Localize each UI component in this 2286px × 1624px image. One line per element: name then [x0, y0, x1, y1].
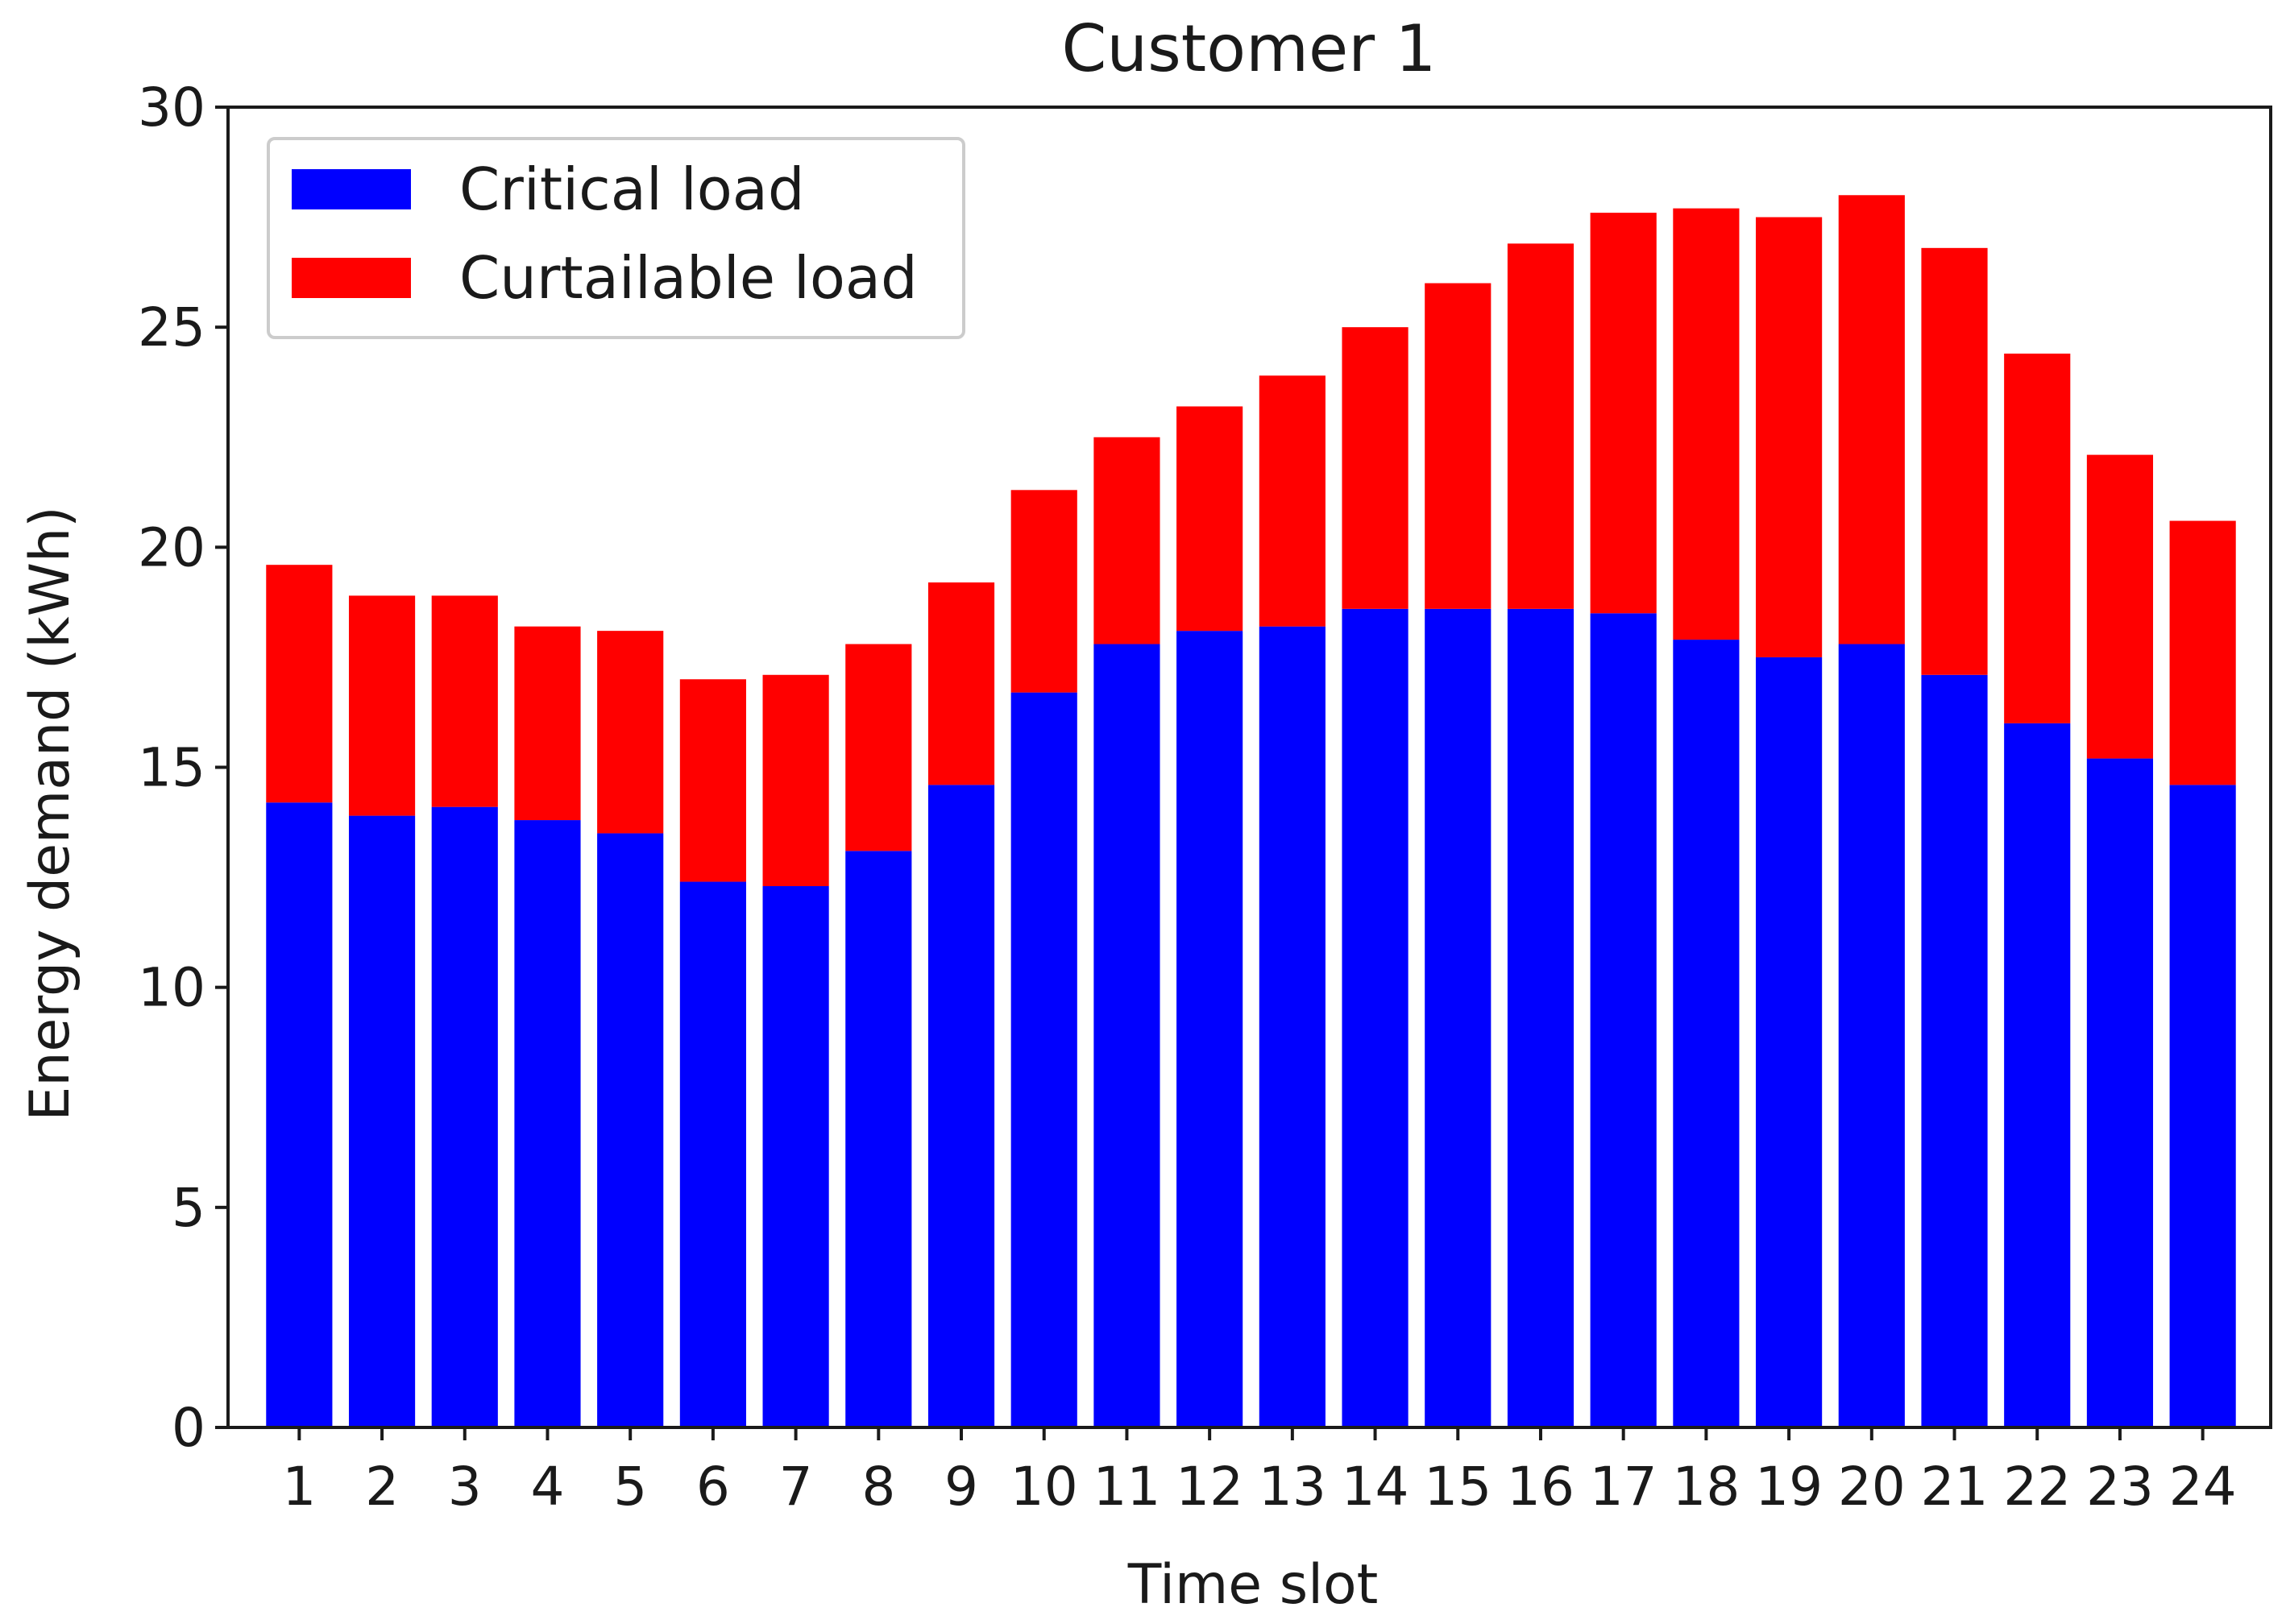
- bar-critical-18: [1673, 640, 1740, 1427]
- bars-layer: [266, 195, 2236, 1427]
- x-tick-label: 21: [1921, 1456, 1989, 1518]
- bar-critical-8: [845, 851, 912, 1427]
- plot-frame: [226, 106, 2272, 1429]
- y-tick-label: 10: [138, 957, 205, 1019]
- bar-critical-5: [597, 833, 664, 1427]
- y-axis-label: Energy demand (kWh): [19, 506, 82, 1121]
- x-tick-label: 4: [530, 1456, 564, 1518]
- bar-critical-2: [348, 815, 416, 1427]
- bar-critical-21: [1921, 674, 1988, 1427]
- y-tick-label: 0: [172, 1397, 205, 1459]
- bar-critical-12: [1176, 631, 1243, 1427]
- bar-critical-17: [1590, 613, 1657, 1427]
- x-tick-label: 10: [1010, 1456, 1078, 1518]
- x-tick-label: 7: [779, 1456, 813, 1518]
- x-tick-label: 19: [1755, 1456, 1823, 1518]
- x-tick-label: 6: [696, 1456, 730, 1518]
- bar-curtailable-1: [266, 565, 333, 803]
- legend-swatch-curtailable: [292, 258, 411, 298]
- x-tick-label: 12: [1176, 1456, 1243, 1518]
- bar-critical-19: [1756, 657, 1823, 1427]
- bar-critical-6: [679, 881, 746, 1427]
- bar-curtailable-8: [845, 644, 912, 851]
- bar-curtailable-2: [348, 595, 416, 816]
- bar-critical-4: [514, 820, 581, 1427]
- bar-critical-23: [2086, 758, 2154, 1427]
- y-tick-label: 5: [172, 1177, 205, 1239]
- bar-curtailable-19: [1756, 217, 1823, 657]
- x-tick-label: 24: [2169, 1456, 2237, 1518]
- legend-label-critical: Critical load: [459, 155, 805, 223]
- bar-critical-24: [2169, 785, 2236, 1427]
- x-tick-label: 9: [944, 1456, 978, 1518]
- x-tick-label: 22: [2003, 1456, 2071, 1518]
- y-tick-label: 30: [138, 77, 205, 139]
- legend-box: [267, 137, 965, 339]
- x-tick-label: 8: [861, 1456, 895, 1518]
- bar-curtailable-9: [927, 582, 995, 785]
- x-tick-label: 5: [613, 1456, 647, 1518]
- bar-critical-13: [1259, 626, 1326, 1427]
- bar-critical-3: [431, 806, 498, 1427]
- bar-curtailable-23: [2086, 454, 2154, 759]
- legend-label-curtailable: Curtailable load: [459, 244, 918, 312]
- bar-curtailable-24: [2169, 520, 2236, 785]
- bar-critical-10: [1010, 692, 1077, 1427]
- bar-curtailable-4: [514, 626, 581, 821]
- x-tick-label: 23: [2086, 1456, 2154, 1518]
- bar-critical-20: [1838, 644, 1905, 1427]
- bar-curtailable-13: [1259, 375, 1326, 627]
- bar-critical-7: [762, 886, 829, 1427]
- x-tick-label: 16: [1507, 1456, 1574, 1518]
- bar-critical-14: [1342, 608, 1409, 1427]
- bar-critical-16: [1507, 608, 1574, 1427]
- bar-critical-1: [266, 802, 333, 1427]
- bar-curtailable-21: [1921, 247, 1988, 675]
- x-axis-label: Time slot: [1127, 1553, 1379, 1617]
- bar-curtailable-16: [1507, 243, 1574, 609]
- bar-curtailable-20: [1838, 195, 1905, 644]
- bar-curtailable-17: [1590, 213, 1657, 614]
- chart-title: Customer 1: [1062, 11, 1437, 86]
- x-tick-label: 15: [1424, 1456, 1492, 1518]
- bar-critical-11: [1093, 644, 1160, 1427]
- bar-curtailable-14: [1342, 327, 1409, 609]
- bar-critical-22: [2004, 723, 2071, 1427]
- x-tick-label: 2: [365, 1456, 399, 1518]
- legend: Critical load Curtailable load: [267, 137, 965, 339]
- x-tick-label: 20: [1838, 1456, 1906, 1518]
- x-tick-label: 11: [1093, 1456, 1160, 1518]
- bar-critical-15: [1425, 608, 1492, 1427]
- bar-curtailable-18: [1673, 208, 1740, 640]
- x-tick-label: 14: [1342, 1456, 1409, 1518]
- x-tick-label: 17: [1590, 1456, 1657, 1518]
- bar-critical-9: [927, 785, 995, 1427]
- bar-curtailable-5: [597, 631, 664, 834]
- x-tick-label: 1: [282, 1456, 316, 1518]
- y-tick-label: 20: [138, 516, 205, 578]
- axes-layer: 1 2 3 4 5 6 7 8 9 10 11 12 13 14 15 16 17 18 19 20 21 22 23 240…: [138, 77, 2272, 1518]
- bar-curtailable-6: [679, 679, 746, 882]
- bar-curtailable-15: [1425, 283, 1492, 609]
- bar-curtailable-22: [2004, 353, 2071, 723]
- bar-curtailable-12: [1176, 406, 1243, 632]
- legend-swatch-critical: [292, 169, 411, 209]
- x-tick-label: 18: [1672, 1456, 1740, 1518]
- bar-curtailable-11: [1093, 437, 1160, 644]
- bar-curtailable-10: [1010, 490, 1077, 693]
- y-tick-label: 25: [138, 296, 205, 358]
- x-tick-label: 13: [1259, 1456, 1326, 1518]
- bar-curtailable-3: [431, 595, 498, 807]
- bar-curtailable-7: [762, 674, 829, 887]
- x-tick-label: 3: [448, 1456, 482, 1518]
- y-tick-label: 15: [138, 737, 205, 799]
